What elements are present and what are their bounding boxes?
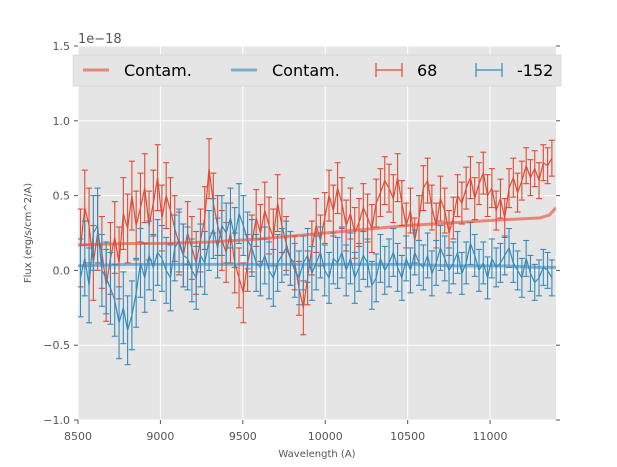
x-tick-label: 10000 <box>308 430 343 443</box>
x-tick-label: 10500 <box>390 430 425 443</box>
x-tick-label: 11000 <box>473 430 508 443</box>
y-tick-label: 0.0 <box>53 264 71 277</box>
legend-label: Contam. <box>124 61 192 80</box>
y-tick-label: −1.0 <box>43 414 70 427</box>
series-layer <box>78 138 556 366</box>
legend-label: Contam. <box>272 61 340 80</box>
y-tick-label: 1.0 <box>53 115 71 128</box>
contam-line-1 <box>78 262 556 269</box>
legend: Contam. Contam. 68 -152 <box>72 54 562 87</box>
legend-label: -152 <box>517 61 553 80</box>
y-tick-label: 0.5 <box>53 190 71 203</box>
plot-marks <box>78 138 556 366</box>
legend-item: Contam. <box>231 61 340 80</box>
legend-label: 68 <box>417 61 437 80</box>
y-tick-label: 1.5 <box>53 40 71 53</box>
x-tick-label: 8500 <box>64 430 92 443</box>
y-offset-label: 1e−18 <box>78 32 122 47</box>
series-line-68 <box>79 157 553 308</box>
legend-item: 68 <box>375 61 437 80</box>
x-tick-label: 9000 <box>146 430 174 443</box>
legend-item: -152 <box>475 61 553 80</box>
y-axis-ticks: −1.0 −0.5 0.0 0.5 1.0 1.5 <box>43 40 560 427</box>
x-axis-label: Wavelength (A) <box>278 449 355 460</box>
legend-box <box>72 54 562 87</box>
x-tick-label: 9500 <box>229 430 257 443</box>
legend-item: Contam. <box>83 61 192 80</box>
y-axis-label: Flux (erg/s/cm^2/A) <box>23 183 34 283</box>
x-axis-ticks: 8500 9000 9500 10000 10500 11000 <box>64 420 508 443</box>
y-tick-label: −0.5 <box>43 339 70 352</box>
contam-line-0 <box>78 206 556 247</box>
